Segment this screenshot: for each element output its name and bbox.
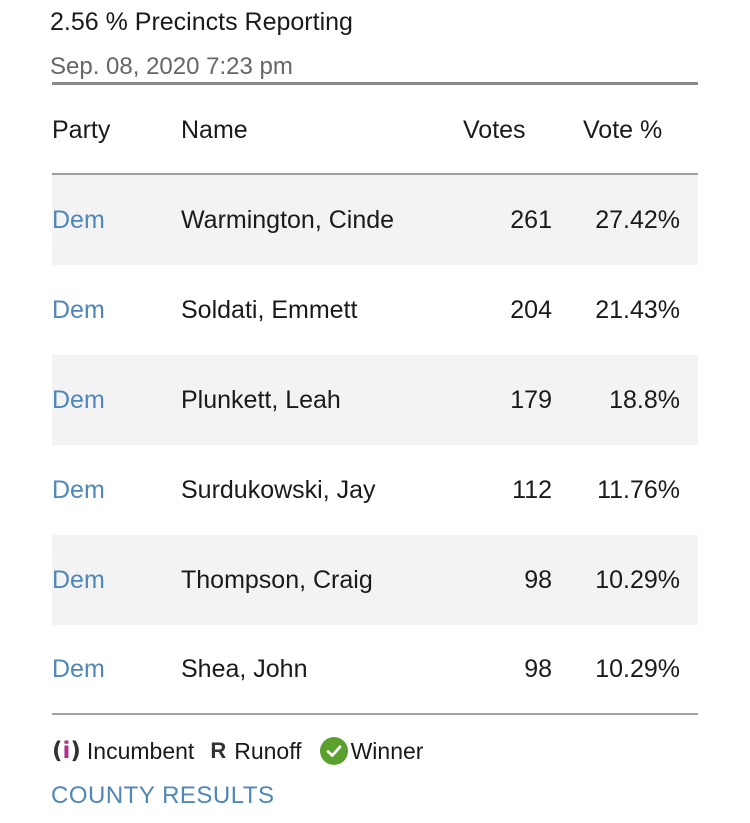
vote-count: 261 <box>510 206 552 234</box>
last-updated-timestamp: Sep. 08, 2020 7:23 pm <box>50 53 293 80</box>
vote-count: 179 <box>510 386 552 414</box>
candidate-name: Warmington, Cinde <box>181 206 395 234</box>
precincts-reporting: 2.56 % Precincts Reporting <box>50 8 353 36</box>
party-link[interactable]: Dem <box>52 655 105 683</box>
legend: (i) Incumbent R Runoff Winner <box>52 733 423 769</box>
vote-count: 98 <box>524 566 552 594</box>
table-row: Dem Surdukowski, Jay 112 11.76% <box>52 445 698 535</box>
column-header-name: Name <box>181 116 248 144</box>
runoff-label: Runoff <box>234 737 302 764</box>
results-table-header: Party Name Votes Vote % <box>52 85 698 173</box>
candidate-name: Surdukowski, Jay <box>181 476 376 504</box>
party-link[interactable]: Dem <box>52 566 105 594</box>
candidate-name: Plunkett, Leah <box>181 386 341 414</box>
vote-percent: 27.42% <box>595 206 680 234</box>
candidate-name: Shea, John <box>181 655 308 683</box>
column-header-party: Party <box>52 116 111 144</box>
vote-percent: 21.43% <box>595 296 680 324</box>
checkmark-icon <box>319 737 348 765</box>
party-link[interactable]: Dem <box>52 296 105 324</box>
column-header-votes: Votes <box>463 116 526 144</box>
vote-percent: 10.29% <box>595 566 680 594</box>
vote-count: 204 <box>510 296 552 324</box>
table-row: Dem Thompson, Craig 98 10.29% <box>52 535 698 625</box>
header-divider <box>52 82 698 85</box>
party-link[interactable]: Dem <box>52 476 105 504</box>
party-link[interactable]: Dem <box>52 206 105 234</box>
table-footer-divider <box>52 713 698 715</box>
table-row: Dem Plunkett, Leah 179 18.8% <box>52 355 698 445</box>
table-row: Dem Warmington, Cinde 261 27.42% <box>52 175 698 265</box>
column-header-vote-percent: Vote % <box>583 116 663 144</box>
county-results-link[interactable]: COUNTY RESULTS <box>51 782 275 809</box>
candidate-name: Soldati, Emmett <box>181 296 358 324</box>
incumbent-icon: (i) <box>52 738 81 764</box>
vote-percent: 18.8% <box>609 386 680 414</box>
results-table-body: Dem Warmington, Cinde 261 27.42% Dem Sol… <box>52 175 698 713</box>
vote-percent: 11.76% <box>597 476 680 504</box>
vote-percent: 10.29% <box>595 655 680 683</box>
vote-count: 98 <box>524 655 552 683</box>
runoff-icon: R <box>210 738 227 763</box>
party-link[interactable]: Dem <box>52 386 105 414</box>
vote-count: 112 <box>512 476 552 504</box>
incumbent-label: Incumbent <box>86 737 195 764</box>
winner-label: Winner <box>350 737 424 764</box>
table-row: Dem Shea, John 98 10.29% <box>52 625 698 713</box>
candidate-name: Thompson, Craig <box>181 566 373 594</box>
table-header-divider <box>52 173 698 175</box>
table-row: Dem Soldati, Emmett 204 21.43% <box>52 265 698 355</box>
